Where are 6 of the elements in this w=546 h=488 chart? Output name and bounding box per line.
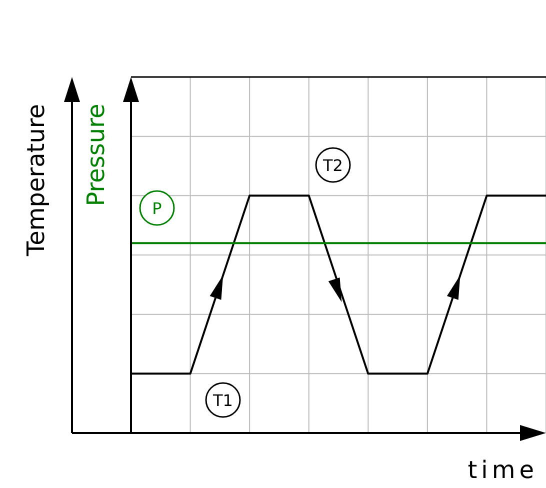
y2-axis-title: Pressure (82, 104, 110, 206)
text: T2 (322, 156, 343, 175)
annotation: P (152, 199, 162, 218)
y-axis-title: Temperature (22, 104, 50, 258)
annotation: T1 (212, 391, 233, 410)
x-axis-title: time (468, 456, 538, 484)
